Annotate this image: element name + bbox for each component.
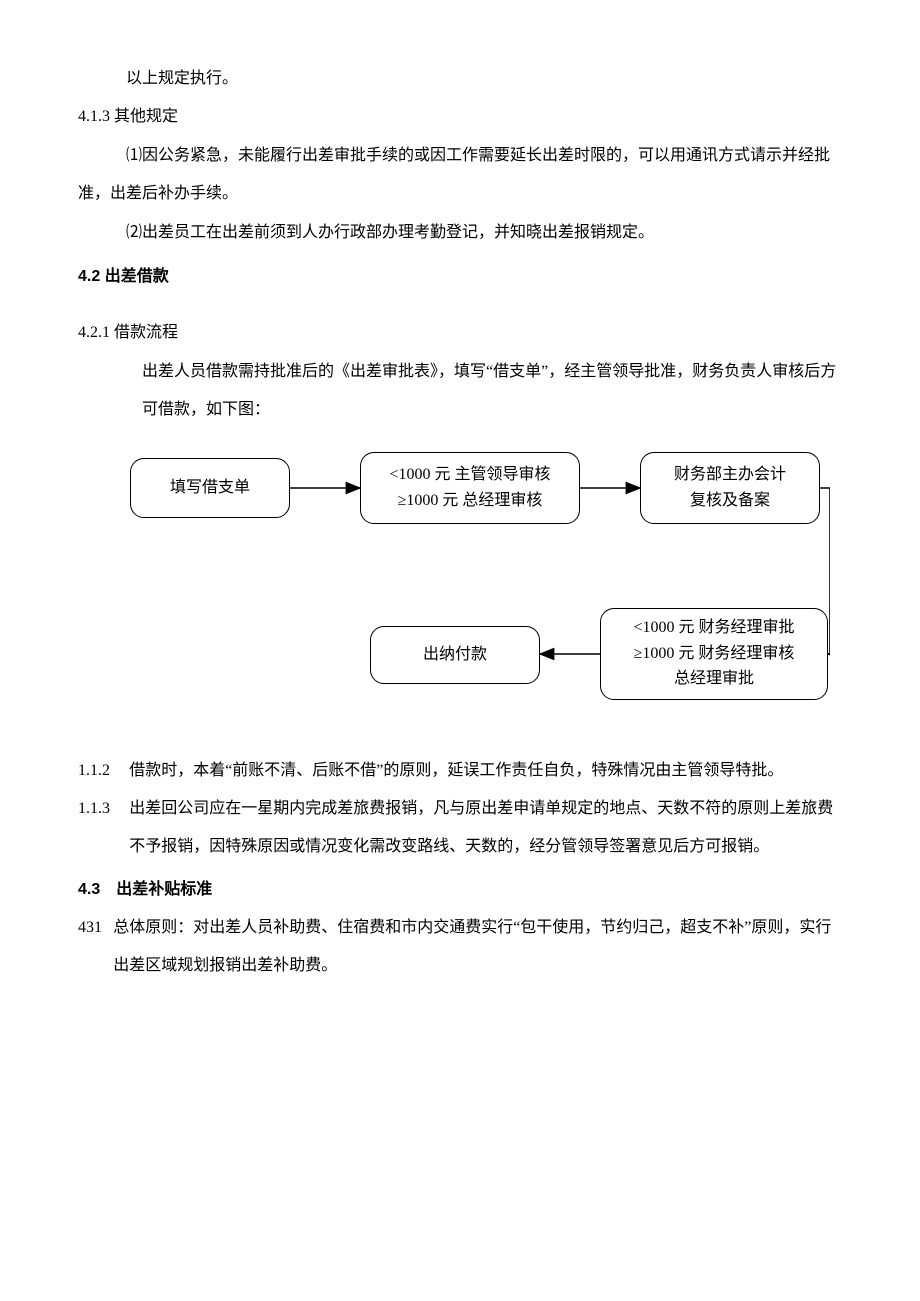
heading-413: 4.1.3 其他规定 [78,98,842,136]
paragraph-413-2: ⑵出差员工在出差前须到人办行政部办理考勤登记，并知晓出差报销规定。 [78,214,842,252]
paragraph: 出差人员借款需持批准后的《出差审批表》，填写“借支单”，经主管领导批准，财务负责… [142,353,842,430]
paragraph-431: 431 总体原则：对出差人员补助费、住宿费和市内交通费实行“包干使用，节约归己，… [78,909,842,986]
paragraph-421-1: 出差人员借款需持批准后的《出差审批表》，填写“借支单”，经主管领导批准，财务负责… [78,353,842,430]
list-number: 1.1.2 [78,752,129,790]
heading-43: 4.3 出差补贴标准 [78,871,842,909]
list-number: 431 [78,909,113,986]
heading-42: 4.2 出差借款 [78,258,842,296]
list-body: 总体原则：对出差人员补助费、住宿费和市内交通费实行“包干使用，节约归己，超支不补… [113,909,842,986]
loan-process-flowchart: 填写借支单<1000 元 主管领导审核≥1000 元 总经理审核财务部主办会计复… [90,448,830,728]
list-number: 1.1.3 [78,790,129,867]
paragraph: 以上规定执行。 [78,60,842,98]
flowchart-edge [820,488,830,654]
flowchart-arrows [90,448,830,728]
heading-421: 4.2.1 借款流程 [78,314,842,352]
list-body: 借款时，本着“前账不清、后账不借”的原则，延误工作责任自负，特殊情况由主管领导特… [129,752,842,790]
paragraph-113: 1.1.3 出差回公司应在一星期内完成差旅费报销，凡与原出差申请单规定的地点、天… [78,790,842,867]
paragraph-413-1: ⑴因公务紧急，未能履行出差审批手续的或因工作需要延长出差时限的，可以用通讯方式请… [78,137,842,214]
document-page: 以上规定执行。 4.1.3 其他规定 ⑴因公务紧急，未能履行出差审批手续的或因工… [0,0,920,1301]
paragraph-112: 1.1.2 借款时，本着“前账不清、后账不借”的原则，延误工作责任自负，特殊情况… [78,752,842,790]
list-body: 出差回公司应在一星期内完成差旅费报销，凡与原出差申请单规定的地点、天数不符的原则… [129,790,842,867]
